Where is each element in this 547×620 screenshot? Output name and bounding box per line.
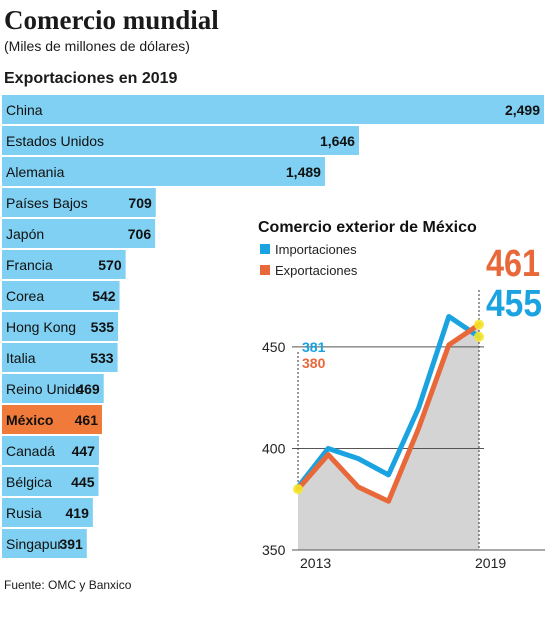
ytick-0: 350	[262, 542, 286, 558]
bar-3	[2, 188, 156, 217]
bar-value-12: 445	[71, 474, 95, 490]
bar-11	[2, 436, 99, 465]
bar-label-9: Reino Unido	[6, 381, 83, 397]
annotation-end-exports: 461	[486, 243, 540, 285]
endpoint-marker-2	[474, 319, 484, 330]
series-line-importaciones	[295, 313, 482, 490]
bar-label-13: Rusia	[6, 505, 42, 521]
bar-label-1: Estados Unidos	[6, 133, 104, 149]
bar-label-6: Corea	[6, 288, 44, 304]
bar-2	[2, 157, 325, 186]
bar-value-11: 447	[72, 443, 96, 459]
bar-value-8: 533	[90, 350, 114, 366]
bar-1	[2, 126, 359, 155]
bar-label-0: China	[6, 102, 43, 118]
series-line-exportaciones	[295, 322, 482, 504]
bar-9	[2, 374, 104, 403]
bar-value-3: 709	[128, 195, 152, 211]
legend-swatch-1	[260, 265, 270, 275]
bar-value-1: 1,646	[320, 133, 355, 149]
bar-10	[2, 405, 102, 434]
xtick-end: 2019	[475, 555, 506, 571]
legend-swatch-0	[260, 244, 270, 254]
line-chart-title: Comercio exterior de México	[258, 219, 477, 236]
page-subtitle: (Miles de millones de dólares)	[4, 38, 190, 54]
bar-label-8: Italia	[6, 350, 36, 366]
bar-label-12: Bélgica	[6, 474, 52, 490]
bar-label-5: Francia	[6, 257, 53, 273]
bar-14	[2, 529, 87, 558]
bar-label-2: Alemania	[6, 164, 65, 180]
bar-value-7: 535	[91, 319, 115, 335]
ytick-2: 450	[262, 339, 286, 355]
bar-value-0: 2,499	[505, 102, 540, 118]
bar-label-10: México	[6, 412, 53, 428]
bar-value-9: 469	[76, 381, 100, 397]
xtick-start: 2013	[300, 555, 331, 571]
bar-7	[2, 312, 119, 341]
bar-value-14: 391	[59, 536, 83, 552]
annotation-start-exports: 380	[302, 355, 326, 371]
legend-label-0: Importaciones	[275, 242, 357, 257]
bar-value-10: 461	[75, 412, 99, 428]
annotation-start-imports: 381	[302, 339, 326, 355]
bar-0	[2, 95, 544, 124]
endpoint-marker-0	[293, 484, 303, 495]
bar-13	[2, 498, 93, 527]
bar-4	[2, 219, 156, 248]
bar-12	[2, 467, 99, 496]
legend-label-1: Exportaciones	[275, 263, 358, 278]
bar-5	[2, 250, 126, 279]
bar-8	[2, 343, 118, 372]
ytick-1: 400	[262, 440, 286, 456]
bar-value-5: 570	[98, 257, 122, 273]
bar-label-11: Canadá	[6, 443, 55, 459]
endpoint-marker-1	[474, 331, 484, 342]
area-fill	[298, 324, 479, 550]
annotation-end-imports: 455	[486, 283, 542, 325]
bar-value-2: 1,489	[286, 164, 321, 180]
bar-label-14: Singapur	[6, 536, 62, 552]
bar-value-4: 706	[128, 226, 152, 242]
bar-6	[2, 281, 120, 310]
bar-label-7: Hong Kong	[6, 319, 76, 335]
source-note: Fuente: OMC y Banxico	[4, 578, 132, 592]
page-title: Comercio mundial	[4, 5, 219, 35]
section-title: Exportaciones en 2019	[4, 70, 178, 87]
bar-label-3: Países Bajos	[6, 195, 88, 211]
bar-value-13: 419	[66, 505, 90, 521]
bar-label-4: Japón	[6, 226, 44, 242]
bar-value-6: 542	[92, 288, 116, 304]
